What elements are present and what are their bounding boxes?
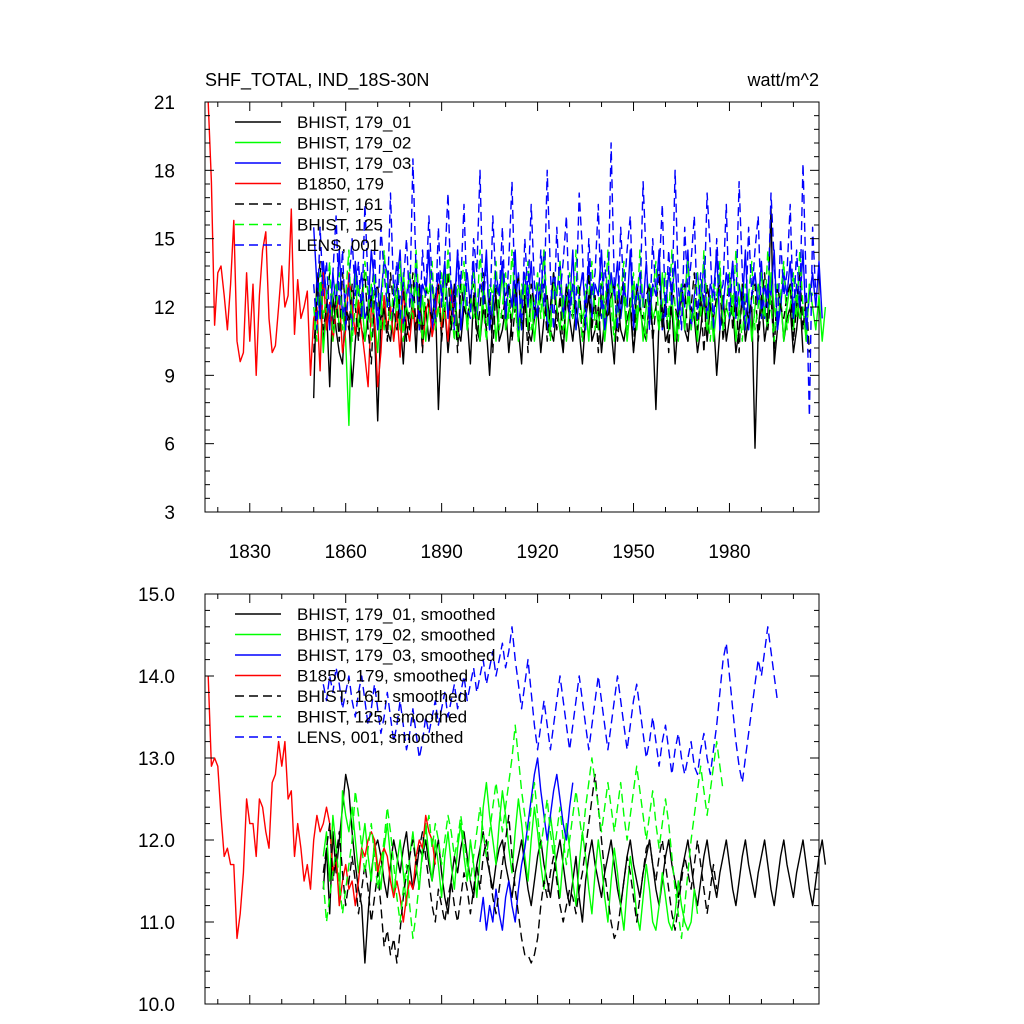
x-tick-label: 1950 bbox=[612, 542, 654, 563]
series-line-bhist-179-03-smoothed bbox=[479, 757, 574, 931]
y-tick-label: 14.0 bbox=[138, 667, 175, 688]
series-line-bhist-179-02-smoothed bbox=[322, 781, 699, 931]
series-line-bhist-179-01-smoothed bbox=[322, 773, 827, 964]
legend-label: B1850, 179 bbox=[297, 175, 384, 194]
y-tick-label: 6 bbox=[164, 435, 175, 456]
legend-label: LENS, 001 bbox=[297, 236, 379, 255]
bottom-legend: BHIST, 179_01, smoothed BHIST, 179_02, sm… bbox=[235, 605, 495, 747]
y-tick-label: 3 bbox=[164, 503, 175, 524]
legend-label: BHIST, 179_03 bbox=[297, 154, 411, 173]
series-line-lens-001 bbox=[313, 142, 817, 417]
x-tick-label: 1980 bbox=[708, 542, 750, 563]
legend-label: BHIST, 161, smoothed bbox=[297, 687, 467, 706]
series-line-bhist-161-smoothed bbox=[322, 773, 718, 964]
y-tick-label: 15.0 bbox=[138, 585, 175, 606]
y-tick-label: 15 bbox=[154, 230, 175, 251]
bottom-plot-frame bbox=[204, 593, 820, 1005]
y-tick-label: 11.0 bbox=[139, 913, 175, 934]
bottom-chart: BHIST, 179_01, smoothed BHIST, 179_02, sm… bbox=[138, 585, 827, 1016]
y-tick-label: 12 bbox=[154, 298, 175, 319]
x-tick-label: 1830 bbox=[229, 542, 271, 563]
y-tick-label: 18 bbox=[154, 161, 175, 182]
legend-label: LENS, 001, smoothed bbox=[297, 728, 463, 747]
series-line-b1850-179-smoothed bbox=[207, 675, 436, 940]
y-tick-label: 21 bbox=[154, 93, 175, 114]
top-chart: SHF_TOTAL, IND_18S-30N watt/m^2 BHIST, 1… bbox=[154, 70, 827, 563]
x-tick-label: 1890 bbox=[421, 542, 463, 563]
legend-label: B1850, 179, smoothed bbox=[297, 667, 468, 686]
series-line-b1850-179 bbox=[207, 101, 456, 388]
legend-label: BHIST, 125, smoothed bbox=[297, 708, 467, 727]
top-chart-units: watt/m^2 bbox=[747, 70, 819, 90]
bottom-axes: 10.0 11.0 12.0 13.0 14.0 15.0 bbox=[138, 585, 819, 1016]
series-line-bhist-179-03 bbox=[313, 227, 823, 331]
y-tick-label: 13.0 bbox=[138, 749, 175, 770]
x-tick-label: 1920 bbox=[516, 542, 558, 563]
y-tick-label: 12.0 bbox=[138, 831, 175, 852]
series-line-bhist-125 bbox=[313, 249, 814, 342]
top-axes: 3 6 9 12 15 18 21 1830 1860 1890 1920 1950 1980 bbox=[154, 93, 819, 563]
top-series-group bbox=[207, 101, 827, 449]
y-tick-label: 10.0 bbox=[138, 995, 175, 1016]
legend-label: BHIST, 179_01 bbox=[297, 113, 411, 132]
x-tick-label: 1860 bbox=[325, 542, 367, 563]
legend-label: BHIST, 125 bbox=[297, 216, 383, 235]
legend-label: BHIST, 161 bbox=[297, 195, 383, 214]
top-chart-title: SHF_TOTAL, IND_18S-30N bbox=[205, 70, 429, 91]
legend-label: BHIST, 179_03, smoothed bbox=[297, 646, 495, 665]
series-line-bhist-125-smoothed bbox=[322, 724, 724, 940]
legend-label: BHIST, 179_02 bbox=[297, 134, 411, 153]
bottom-series-group bbox=[207, 626, 827, 964]
series-line-lens-001-smoothed bbox=[322, 626, 779, 784]
legend-label: BHIST, 179_02, smoothed bbox=[297, 626, 495, 645]
legend-label: BHIST, 179_01, smoothed bbox=[297, 605, 495, 624]
y-tick-label: 9 bbox=[164, 366, 175, 387]
